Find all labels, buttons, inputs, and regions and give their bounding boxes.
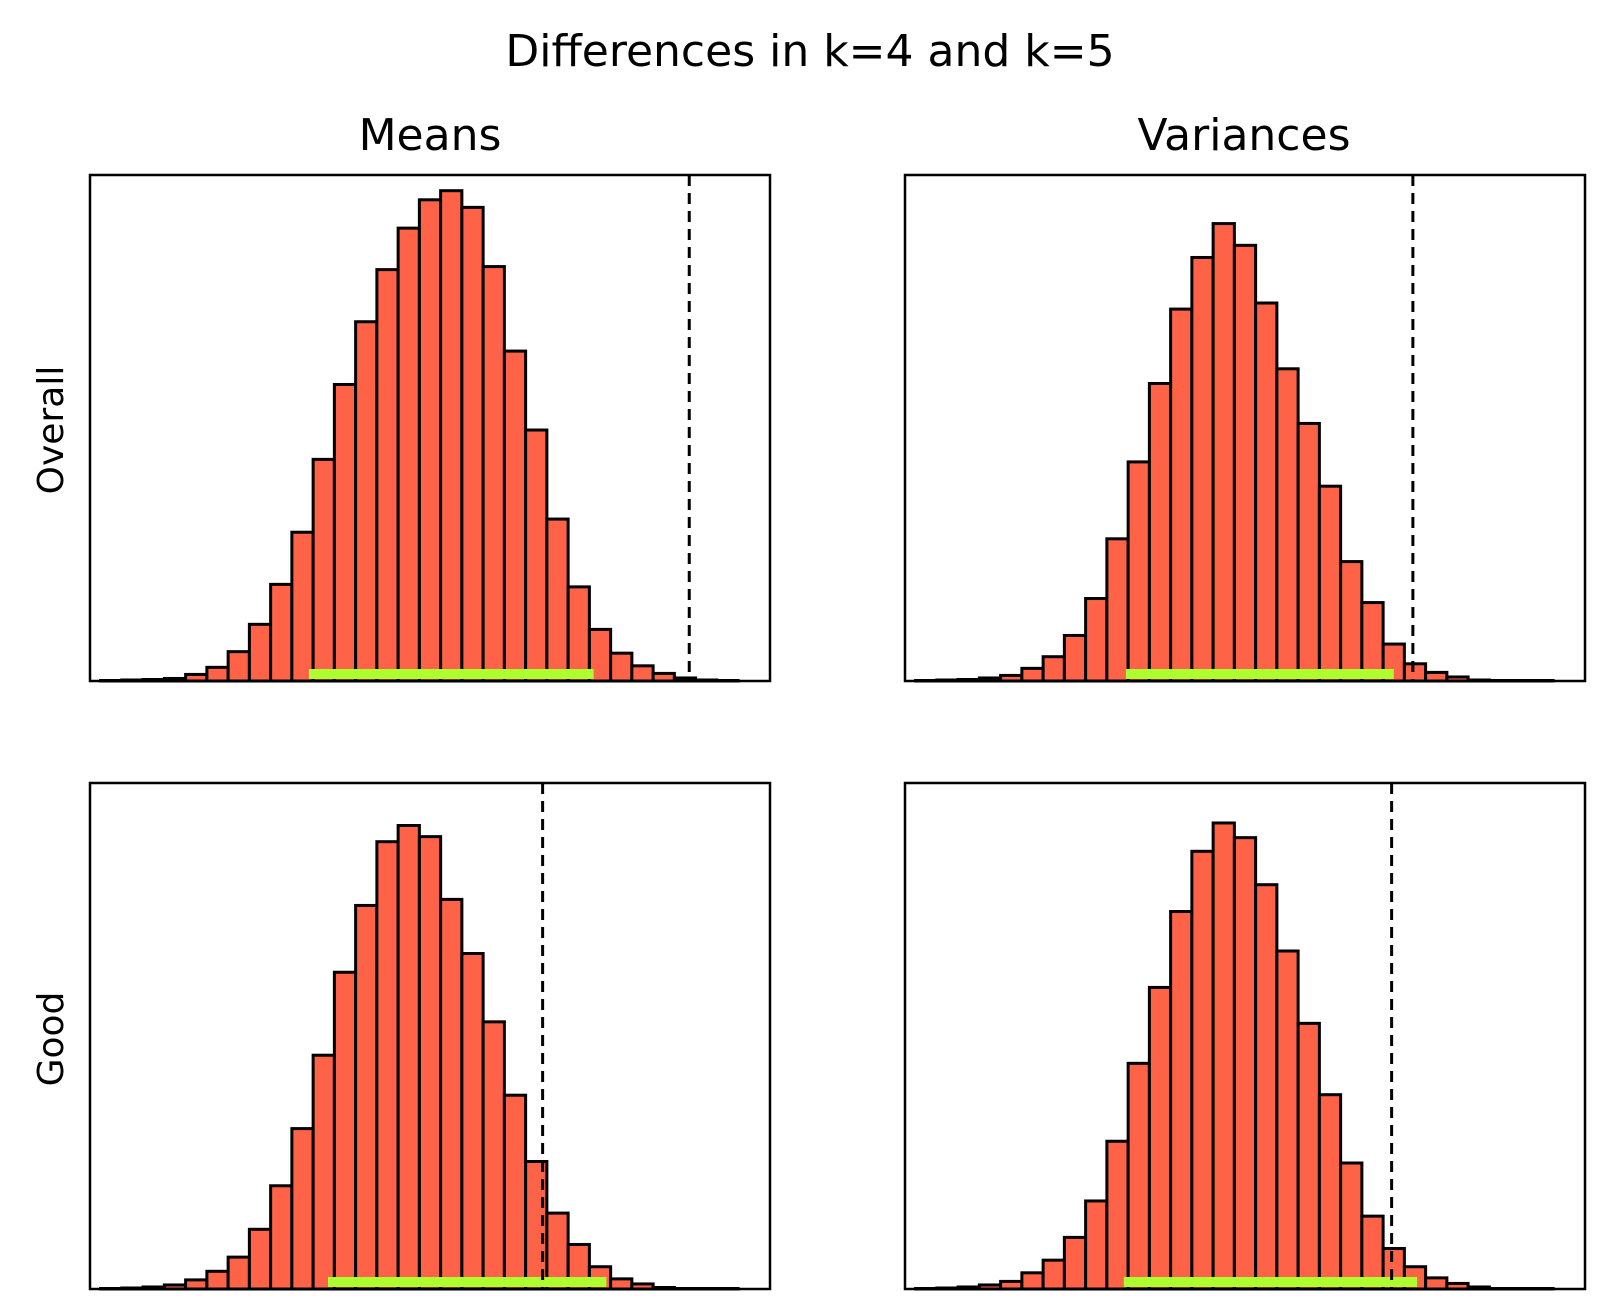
- column-title-variances: Variances: [1138, 110, 1351, 161]
- histogram-bar: [226, 1255, 251, 1291]
- histogram-bar: [1169, 910, 1194, 1291]
- histogram-bar: [247, 1227, 273, 1291]
- histogram-bar: [1254, 301, 1279, 683]
- histogram-bar: [1062, 1235, 1088, 1291]
- histogram-bar: [396, 226, 421, 683]
- panel-overall-variances: [903, 173, 1587, 683]
- histogram-bar: [545, 517, 570, 683]
- histogram-bar: [1424, 1276, 1449, 1291]
- histogram-bar: [502, 1093, 528, 1291]
- histogram-bar: [290, 530, 315, 683]
- histogram-bar: [1339, 1161, 1364, 1291]
- histogram-bar: [1084, 1199, 1109, 1291]
- histogram-bar: [1126, 1061, 1151, 1291]
- histogram-bar: [1062, 633, 1088, 683]
- histogram-bar: [1296, 1021, 1321, 1291]
- histogram-bar: [502, 349, 528, 683]
- histogram-bar: [290, 1127, 315, 1291]
- panel-good-means: [88, 781, 772, 1291]
- histogram-bar: [609, 651, 634, 683]
- histogram-bar: [354, 320, 379, 683]
- axes-frame: [88, 781, 772, 1291]
- histogram-bar: [396, 824, 421, 1291]
- row-label-good: Good: [31, 992, 72, 1087]
- histogram-bar: [1105, 1139, 1130, 1291]
- histogram-bar: [375, 840, 400, 1291]
- histogram-bar: [1254, 883, 1279, 1291]
- histogram-bar: [1105, 537, 1130, 683]
- histogram-bar: [1126, 460, 1151, 683]
- figure-title: Differences in k=4 and k=5: [505, 26, 1114, 77]
- histogram-bar: [354, 903, 379, 1291]
- histogram-bar: [375, 268, 400, 683]
- histogram-bar: [1020, 666, 1045, 683]
- histogram-bar: [1169, 307, 1194, 683]
- histogram-bar: [205, 1269, 230, 1291]
- histogram-bar: [1424, 670, 1449, 683]
- histogram-bar: [1041, 655, 1066, 683]
- histogram-bar: [1190, 849, 1215, 1291]
- histogram-bar: [566, 585, 591, 683]
- histogram-bar: [1232, 836, 1258, 1291]
- axes-frame: [903, 173, 1587, 683]
- histogram-bar: [1147, 985, 1173, 1291]
- panel-good-variances: [903, 781, 1587, 1291]
- histogram-bar: [205, 665, 230, 683]
- histogram-bar: [1084, 597, 1109, 683]
- histogram-bar: [1147, 381, 1173, 683]
- histogram-bar: [630, 664, 655, 683]
- histogram-bar: [439, 897, 464, 1291]
- histogram-bar: [417, 198, 443, 683]
- histogram-bar: [481, 1020, 506, 1291]
- histogram-bar: [524, 428, 549, 683]
- histogram-bar: [1317, 1093, 1343, 1291]
- histogram-bar: [1402, 662, 1428, 683]
- histogram-bar: [460, 952, 485, 1291]
- histogram-bar: [247, 622, 273, 683]
- histogram-bar: [1041, 1258, 1066, 1291]
- histogram-bar: [609, 1277, 634, 1291]
- row-label-overall: Overall: [31, 366, 72, 495]
- histogram-bar: [184, 1278, 209, 1291]
- column-title-means: Means: [359, 110, 502, 161]
- histogram-bar: [226, 650, 251, 683]
- histogram-bar: [1232, 243, 1258, 683]
- histogram-bar: [1275, 367, 1300, 683]
- histogram-bar: [332, 970, 358, 1291]
- histogram-bar: [1317, 484, 1343, 683]
- histogram-bar: [439, 189, 464, 683]
- histogram-bar: [269, 582, 294, 683]
- histogram-bar: [311, 457, 336, 683]
- histogram-bar: [269, 1184, 294, 1291]
- axes-frame: [903, 781, 1587, 1291]
- histogram-bar: [311, 1053, 336, 1291]
- histogram-bar: [332, 382, 358, 683]
- histogram-bar: [1211, 222, 1236, 683]
- histogram-bar: [1339, 560, 1364, 683]
- histogram-bar: [1020, 1271, 1045, 1291]
- histogram-bar: [460, 205, 485, 683]
- histogram-bar: [1211, 821, 1236, 1291]
- panel-overall-means: [88, 173, 772, 683]
- histogram-bar: [417, 835, 443, 1291]
- axes-frame: [88, 173, 772, 683]
- histogram-bar: [1275, 949, 1300, 1291]
- histogram-bar: [481, 265, 506, 683]
- histogram-bar: [1296, 421, 1321, 683]
- histogram-bar: [1190, 255, 1215, 683]
